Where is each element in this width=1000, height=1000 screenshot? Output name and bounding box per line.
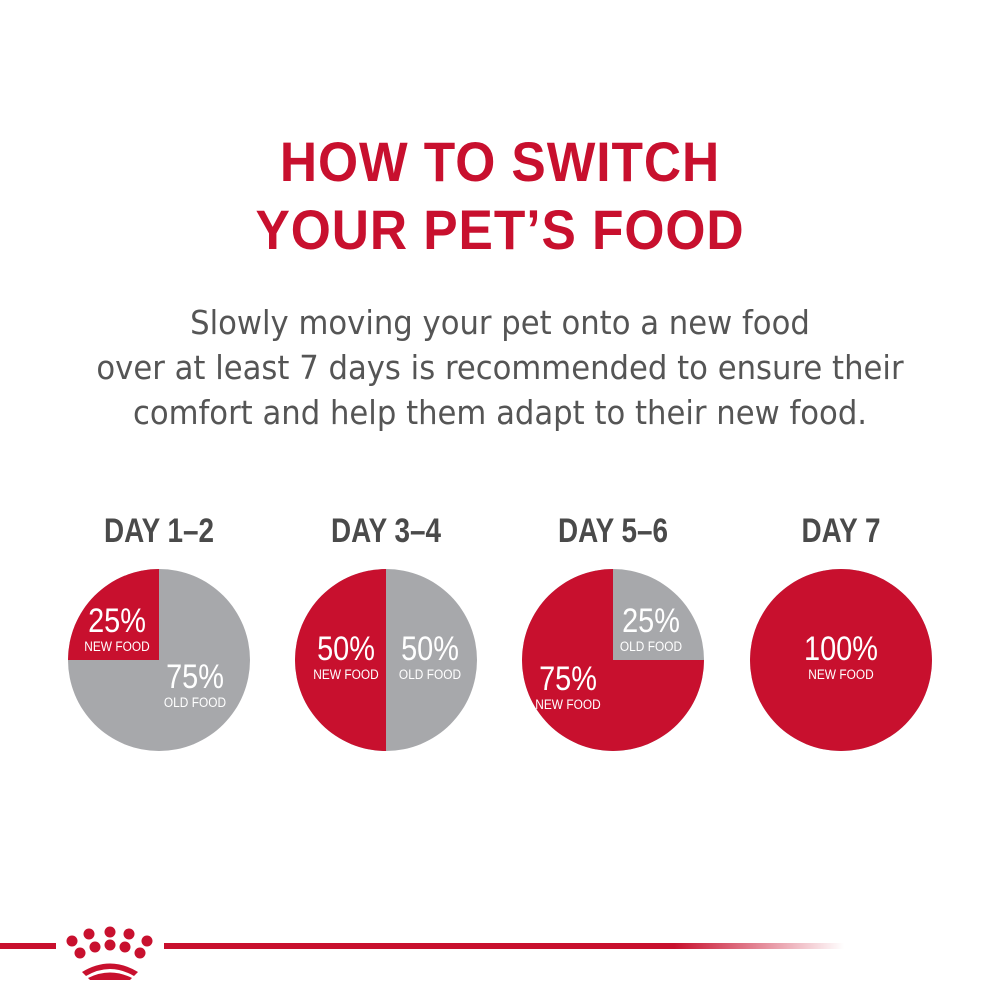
slice-label: NEW FOOD (313, 666, 378, 682)
subtitle: Slowly moving your pet onto a new food o… (35, 300, 965, 435)
pie-4: 100%NEW FOOD (750, 569, 932, 751)
slice-percent: 75% (166, 657, 224, 696)
footer-line-left (0, 943, 56, 949)
title-line-2: YOUR PET’S FOOD (255, 198, 745, 261)
day-label-1: DAY 1–2 (103, 512, 215, 550)
subtitle-line-1: Slowly moving your pet onto a new food (190, 303, 810, 342)
slice-label: NEW FOOD (808, 666, 873, 682)
title-line-1: HOW TO SWITCH (279, 130, 721, 193)
pie-3: 75%NEW FOOD 25%OLD FOOD (522, 569, 704, 751)
slice-new-food (68, 569, 159, 660)
slice-percent: 100% (804, 629, 878, 668)
slice-new-food (295, 569, 386, 751)
pie-1: 25%NEW FOOD 75%OLD FOOD (68, 569, 250, 751)
royal-canin-crown-logo (66, 926, 153, 980)
footer-line-right (164, 943, 844, 949)
slice-percent: 50% (317, 629, 375, 668)
day-label-4: DAY 7 (801, 512, 881, 550)
subtitle-line-2: over at least 7 days is recommended to e… (96, 348, 904, 387)
slice-label: OLD FOOD (399, 666, 461, 682)
slice-percent: 75% (539, 659, 597, 698)
slice-label: OLD FOOD (164, 694, 226, 710)
slice-percent: 25% (622, 601, 680, 640)
page-title: HOW TO SWITCH YOUR PET’S FOOD (40, 128, 960, 264)
slice-new-food (522, 569, 704, 751)
slice-label: NEW FOOD (84, 638, 149, 654)
slice-percent: 25% (88, 601, 146, 640)
slice-label: NEW FOOD (535, 696, 600, 712)
slice-label: OLD FOOD (620, 638, 682, 654)
slice-percent: 50% (401, 629, 459, 668)
slice-new-food (750, 569, 932, 751)
day-label-3: DAY 5–6 (557, 512, 669, 550)
subtitle-line-3: comfort and help them adapt to their new… (132, 393, 868, 432)
day-label-2: DAY 3–4 (330, 512, 442, 550)
